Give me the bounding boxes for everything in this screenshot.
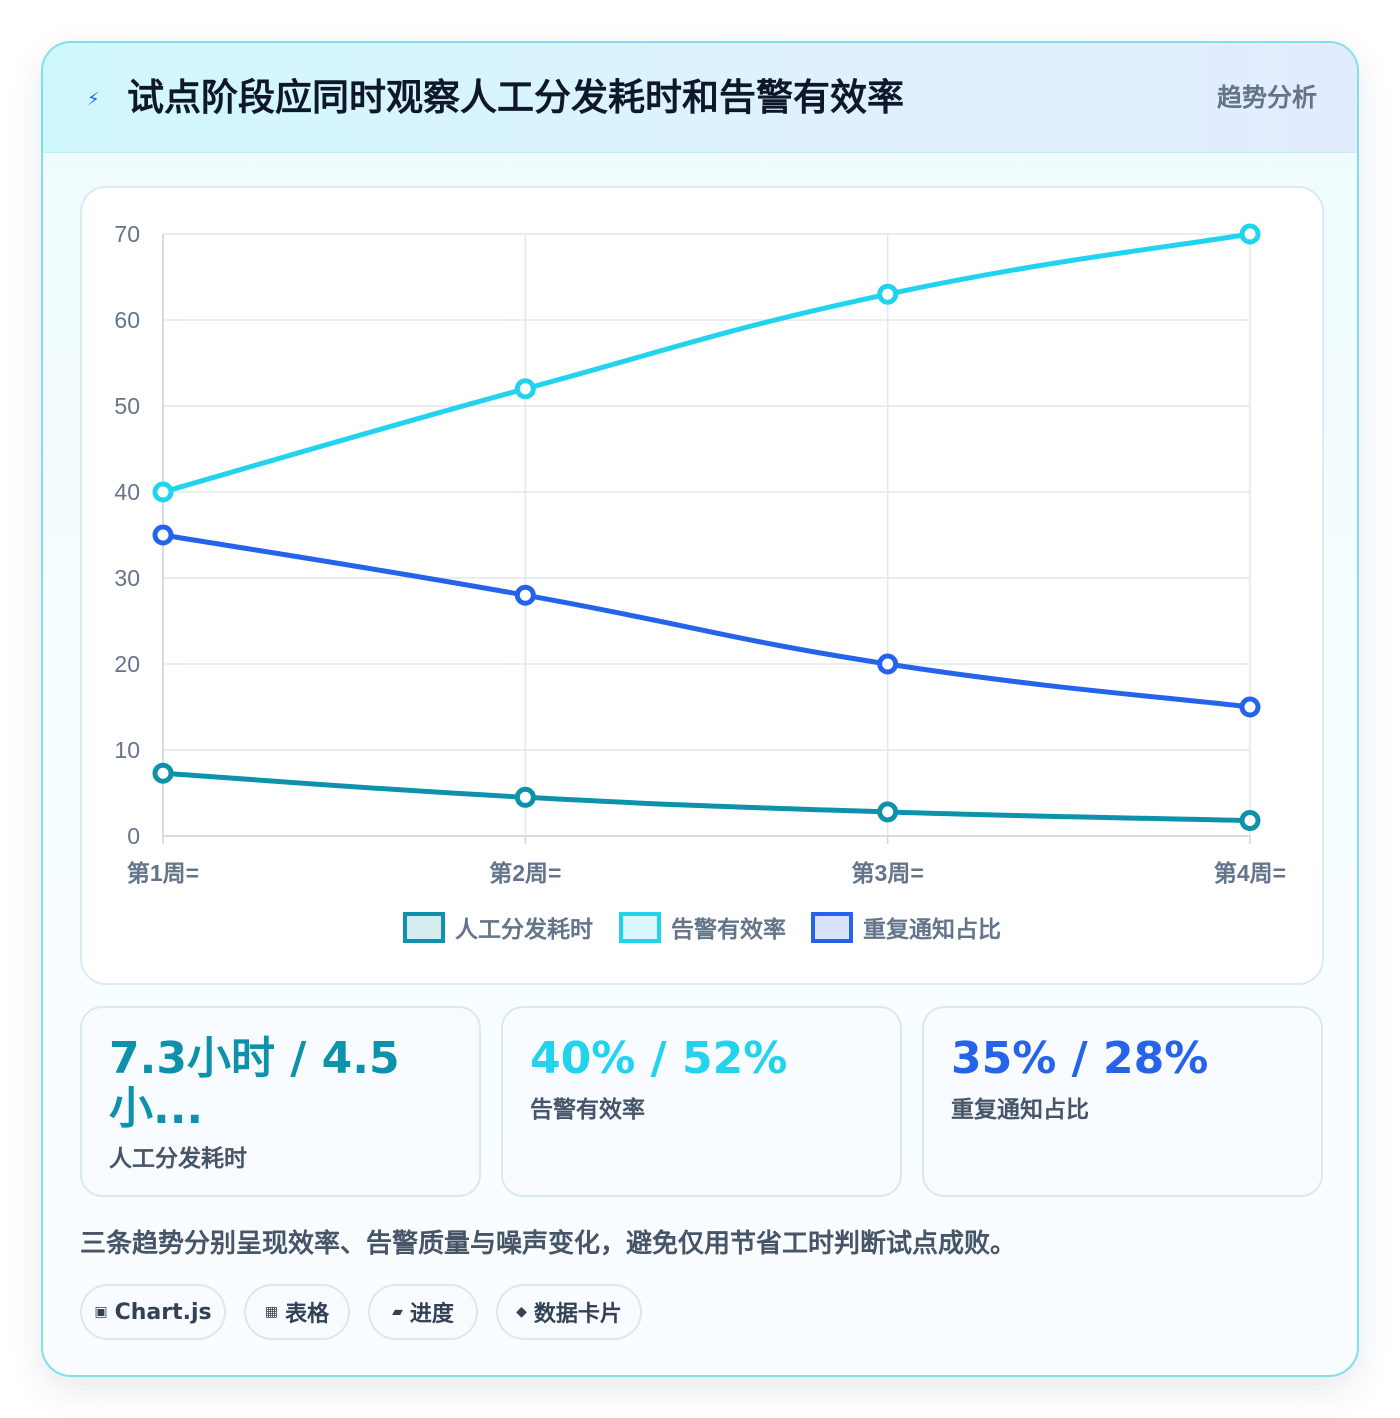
legend-label: 人工分发耗时 [455, 916, 593, 942]
chart-legend: 人工分发耗时 告警有效率 重复通知占比 [403, 912, 1001, 943]
stat-label: 人工分发耗时 [109, 1146, 247, 1172]
stat-card-duplicate-ratio: 35% / 28% 重复通知占比 [922, 1006, 1323, 1197]
line-chart: 0 10 20 30 40 50 60 70 第1周= 第2周= 第3周= 第4周= 人工分发耗时 告警有… [114, 221, 1286, 943]
data-point [152, 524, 174, 546]
x-tick-label: 第1周= [127, 860, 199, 886]
chip-label: 表格 [285, 1302, 330, 1327]
category-tag: 趋势分析 [1216, 83, 1317, 112]
data-point [514, 378, 536, 400]
legend-label: 告警有效率 [671, 916, 786, 942]
chip-label: Chart.js [114, 1299, 212, 1325]
series-line-0 [160, 770, 1253, 823]
chip-data-card[interactable]: ◆ 数据卡片 [496, 1284, 642, 1340]
y-tick-label: 0 [127, 823, 140, 849]
y-tick-label: 20 [114, 651, 140, 677]
chip-label: 进度 [409, 1302, 454, 1327]
stat-label: 重复通知占比 [951, 1097, 1089, 1123]
legend-swatch [811, 912, 853, 943]
card-header: ⚡ 试点阶段应同时观察人工分发耗时和告警有效率 趋势分析 [43, 43, 1357, 153]
legend-label: 重复通知占比 [863, 916, 1001, 942]
data-point [152, 481, 174, 503]
stat-card-dispatch-time: 7.3小时 / 4.5 小... 人工分发耗时 [80, 1006, 481, 1197]
legend-item: 告警有效率 [619, 912, 786, 943]
stat-value: 40% / 52% [530, 1033, 788, 1084]
x-tick-label: 第2周= [489, 860, 561, 886]
data-point [514, 584, 536, 606]
series-line-1 [160, 231, 1253, 495]
card-title: 试点阶段应同时观察人工分发耗时和告警有效率 [127, 76, 904, 119]
chip-label: 数据卡片 [533, 1302, 622, 1327]
data-point [152, 762, 174, 784]
chart-icon: ▣ [94, 1304, 108, 1320]
summary-note: 三条趋势分别呈现效率、告警质量与噪声变化，避免仅用节省工时判断试点成败。 [80, 1229, 1017, 1259]
lightning-icon: ⚡ [87, 89, 100, 110]
x-tick-label: 第4周= [1214, 860, 1286, 886]
stat-value: 7.3小时 / 4.5 小... [109, 1033, 400, 1134]
progress-icon: ▰ [392, 1304, 403, 1320]
legend-swatch [619, 912, 661, 943]
y-tick-label: 70 [114, 221, 140, 247]
stat-value: 35% / 28% [951, 1033, 1209, 1084]
data-point [877, 653, 899, 675]
line-chart-panel: 0 10 20 30 40 50 60 70 第1周= 第2周= 第3周= 第4周= 人工分发耗时 告警有… [80, 186, 1324, 985]
legend-item: 重复通知占比 [811, 912, 1001, 943]
series-line-2 [160, 532, 1253, 710]
chip-chartjs[interactable]: ▣ Chart.js [80, 1284, 226, 1340]
diamond-icon: ◆ [516, 1304, 527, 1320]
y-tick-label: 30 [114, 565, 140, 591]
table-icon: ▦ [264, 1304, 279, 1320]
y-tick-label: 50 [114, 393, 140, 419]
data-point [1239, 223, 1261, 245]
data-point [1239, 810, 1261, 832]
stat-card-alert-efficiency: 40% / 52% 告警有效率 [501, 1006, 902, 1197]
data-point [877, 801, 899, 823]
data-point [1239, 696, 1261, 718]
chip-progress[interactable]: ▰ 进度 [368, 1284, 478, 1340]
legend-item: 人工分发耗时 [403, 912, 593, 943]
y-tick-label: 10 [114, 737, 140, 763]
data-point [514, 786, 536, 808]
legend-swatch [403, 912, 445, 943]
x-tick-label: 第3周= [852, 860, 924, 886]
y-tick-label: 40 [114, 479, 140, 505]
report-card: ⚡ 试点阶段应同时观察人工分发耗时和告警有效率 趋势分析 0 10 20 30 40 50… [41, 41, 1359, 1377]
chip-table[interactable]: ▦ 表格 [244, 1284, 350, 1340]
data-point [877, 283, 899, 305]
y-tick-label: 60 [114, 307, 140, 333]
stat-label: 告警有效率 [530, 1097, 645, 1123]
